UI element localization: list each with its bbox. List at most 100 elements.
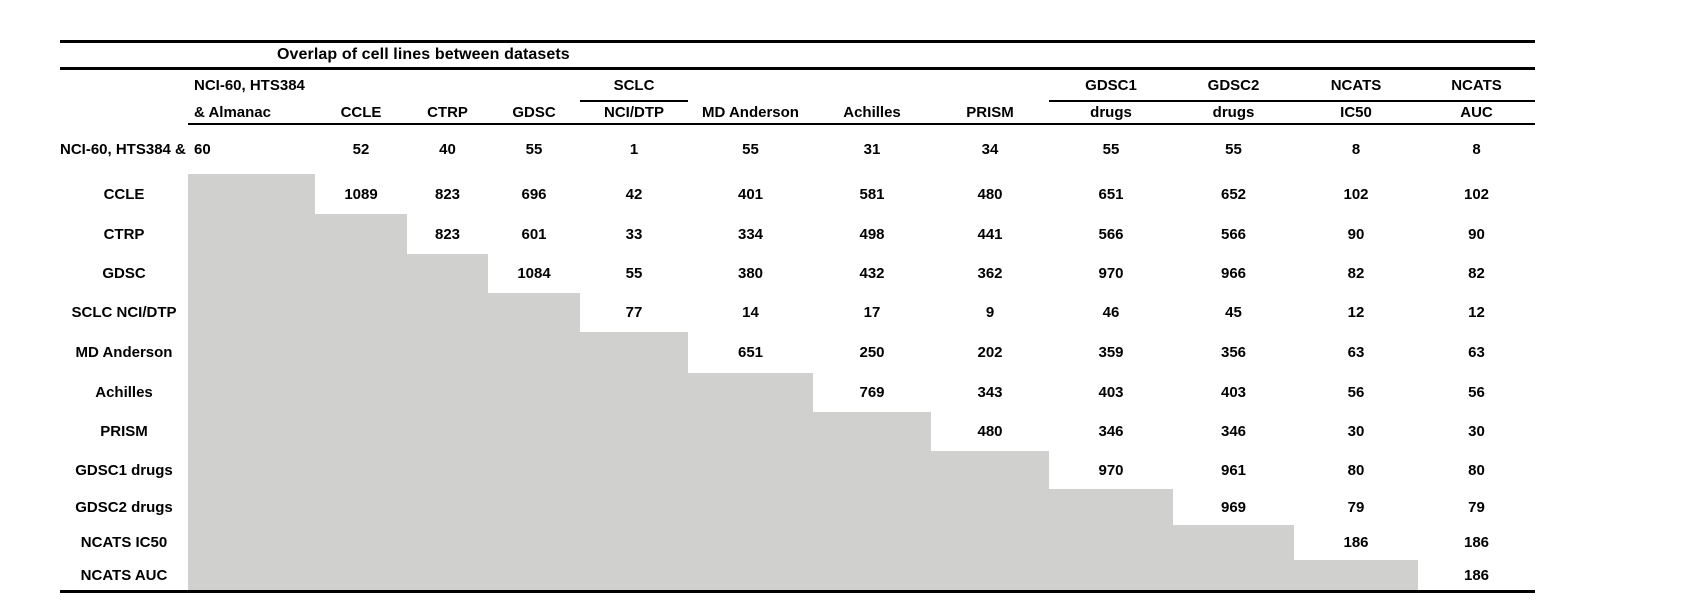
- value-cell: 46: [1102, 304, 1120, 321]
- table-row: GDSC1 drugs 970 961 80 80: [60, 451, 1535, 489]
- value-cell: 970: [1098, 265, 1124, 282]
- value-cell: 55: [625, 265, 643, 282]
- row-label: SCLC NCI/DTP: [71, 304, 177, 321]
- value-cell: 441: [977, 225, 1003, 243]
- value-cell: 80: [1347, 461, 1365, 479]
- value-cell: 186: [1343, 534, 1369, 551]
- value-cell: 102: [1463, 185, 1490, 203]
- value-cell: 80: [1468, 461, 1485, 479]
- table-row: CCLE 1089 823 696 42 401 581 480 651 652 102 102: [60, 174, 1535, 214]
- value-cell: 55: [1225, 141, 1242, 158]
- shaded-cell: [1173, 560, 1294, 590]
- table-row: Achilles 769 343 403 403 56 56: [60, 373, 1535, 412]
- value-cell: 56: [1468, 384, 1485, 401]
- shaded-cell: [488, 412, 580, 451]
- column-header: IC50: [1294, 101, 1418, 125]
- shaded-cell: [315, 293, 407, 332]
- value-cell: 769: [859, 384, 885, 401]
- overlap-matrix-table: NCI-60, HTS384 SCLC GDSC1 GDSC2 NCATS NCATS & …: [60, 70, 1535, 590]
- column-header-top: NCI-60, HTS384: [194, 77, 305, 94]
- row-label: GDSC1 drugs: [75, 461, 173, 479]
- value-cell: 651: [737, 344, 764, 361]
- shaded-cell: [580, 489, 688, 525]
- shaded-cell: [580, 412, 688, 451]
- shaded-cell: [407, 489, 488, 525]
- shaded-cell: [580, 373, 688, 412]
- value-cell: 56: [1347, 384, 1365, 401]
- value-cell: 30: [1347, 423, 1365, 440]
- shaded-cell: [407, 332, 488, 373]
- value-cell: 55: [1102, 141, 1120, 158]
- value-cell: 480: [977, 423, 1003, 440]
- shaded-cell: [488, 489, 580, 525]
- value-cell: 432: [859, 265, 885, 282]
- shaded-cell: [488, 451, 580, 489]
- value-cell: 82: [1347, 265, 1365, 282]
- shaded-cell: [188, 412, 315, 451]
- value-cell: 63: [1347, 344, 1365, 361]
- column-header: CTRP: [407, 101, 488, 125]
- shaded-cell: [315, 373, 407, 412]
- column-header: drugs: [1049, 101, 1173, 125]
- value-cell: 1084: [517, 265, 551, 282]
- column-header: NCI/DTP: [580, 101, 688, 125]
- table-row: MD Anderson 651 250 202 359 356 63 63: [60, 332, 1535, 373]
- column-header: GDSC: [488, 101, 580, 125]
- row-label: PRISM: [100, 423, 148, 440]
- value-cell: 52: [352, 141, 370, 158]
- column-header-top: GDSC2: [1173, 70, 1294, 102]
- shaded-cell: [188, 332, 315, 373]
- shaded-cell: [688, 489, 813, 525]
- value-cell: 60: [194, 141, 211, 158]
- shaded-cell: [931, 525, 1049, 560]
- value-cell: 362: [977, 265, 1003, 282]
- value-cell: 359: [1098, 344, 1124, 361]
- value-cell: 202: [977, 344, 1003, 361]
- shaded-cell: [813, 525, 931, 560]
- shaded-cell: [688, 412, 813, 451]
- shaded-cell: [315, 254, 407, 293]
- value-cell: 82: [1468, 265, 1485, 282]
- value-cell: 17: [863, 304, 881, 321]
- value-cell: 966: [1220, 265, 1247, 282]
- shaded-cell: [188, 373, 315, 412]
- row-label: CTRP: [103, 225, 145, 243]
- value-cell: 12: [1347, 304, 1365, 321]
- shaded-cell: [931, 489, 1049, 525]
- column-header-top: [688, 70, 813, 101]
- shaded-cell: [488, 373, 580, 412]
- value-cell: 346: [1098, 423, 1124, 440]
- value-cell: 823: [434, 225, 461, 243]
- value-cell: 401: [737, 185, 764, 203]
- title-bottom-rule: [60, 67, 1535, 70]
- table-row: NCATS IC50 186 186: [60, 525, 1535, 560]
- row-label: MD Anderson: [75, 344, 173, 361]
- table-row: NCI-60, HTS384 & Almanac 60 52 40 55 1 55 31 34 5…: [60, 124, 1535, 174]
- value-cell: 961: [1220, 461, 1247, 479]
- overlap-table-figure: Overlap of cell lines between datasets N…: [60, 40, 1535, 593]
- value-cell: 33: [625, 225, 643, 243]
- shaded-cell: [488, 560, 580, 590]
- value-cell: 31: [863, 141, 881, 158]
- shaded-cell: [931, 451, 1049, 489]
- shaded-cell: [813, 560, 931, 590]
- table-header: NCI-60, HTS384 SCLC GDSC1 GDSC2 NCATS NCATS & …: [60, 70, 1535, 125]
- shaded-cell: [580, 451, 688, 489]
- column-header: & Almanac: [188, 101, 315, 125]
- column-header-top: [315, 70, 407, 101]
- value-cell: 581: [859, 185, 885, 203]
- value-cell: 90: [1347, 225, 1365, 243]
- shaded-cell: [580, 560, 688, 590]
- value-cell: 79: [1347, 498, 1365, 516]
- row-label: GDSC2 drugs: [75, 498, 173, 516]
- shaded-cell: [188, 489, 315, 525]
- shaded-cell: [931, 560, 1049, 590]
- shaded-cell: [315, 489, 407, 525]
- column-header: AUC: [1418, 101, 1535, 125]
- value-cell: 498: [859, 225, 885, 243]
- shaded-cell: [188, 560, 315, 590]
- shaded-cell: [688, 373, 813, 412]
- row-label: NCI-60, HTS384 & Almanac: [60, 140, 188, 158]
- shaded-cell: [813, 489, 931, 525]
- value-cell: 42: [625, 185, 643, 203]
